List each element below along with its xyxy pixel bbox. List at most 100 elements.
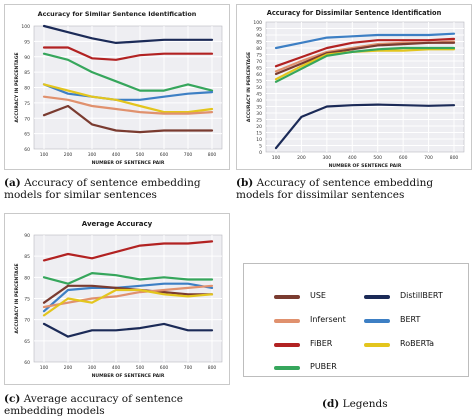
chart-b-xtick-label: 300 — [323, 155, 332, 161]
chart-a-ytick-label: 95 — [24, 39, 30, 45]
legend-label-fiber: FiBER — [310, 339, 333, 348]
chart-panel-a: 60 65 70 75 80 85 90 95 100 100 200 300 400 500 600 700… — [4, 4, 230, 170]
chart-c-ytick-label: 90 — [24, 233, 30, 239]
chart-b-ytick-label: 15 — [256, 131, 262, 137]
caption-a: (a) Accuracy of sentence embedding model… — [4, 177, 236, 201]
chart-a-ytick-label: 75 — [24, 101, 30, 107]
chart-b-xtick-label: 600 — [399, 155, 408, 161]
chart-c-xtick-label: 200 — [64, 365, 73, 371]
legend-label-puber: PUBER — [310, 362, 337, 371]
chart-a-ytick-label: 85 — [24, 70, 30, 76]
chart-a-xtick-label: 200 — [64, 152, 73, 158]
chart-a-series-bert — [42, 83, 214, 101]
caption-d: (d) Legends — [322, 398, 388, 410]
chart-b-ytick-label: 10 — [256, 137, 262, 143]
legend-label-use: USE — [310, 291, 326, 300]
caption-b-tag: (b) — [236, 177, 254, 189]
chart-b-svg: 0510152025303540455055606570758085909510… — [236, 4, 472, 170]
chart-a-ytick-label: 100 — [21, 24, 30, 30]
chart-b-series-puber — [274, 46, 456, 83]
chart-c-xtick-label: 700 — [184, 365, 193, 371]
chart-a-ytick-label: 60 — [24, 147, 30, 153]
chart-b-xtick-label: 500 — [373, 155, 382, 161]
chart-a-xaxis-label: NUMBER OF SENTENCE PAIR — [92, 160, 165, 166]
chart-c-yaxis-label: ACCURACY IN PERCENTAGE — [14, 263, 20, 333]
chart-b-series-bert — [274, 32, 456, 50]
chart-c-xtick-label: 800 — [208, 365, 217, 371]
chart-c-series-distillbert — [42, 322, 214, 338]
chart-a-xtick-label: 100 — [40, 152, 49, 158]
chart-b-ytick-label: 95 — [256, 27, 262, 33]
caption-d-text: Legends — [342, 398, 388, 410]
chart-c-series-infersent — [42, 284, 214, 309]
caption-d-tag: (d) — [322, 398, 340, 410]
legend-swatch-distillbert — [364, 295, 390, 299]
chart-b-ytick-label: 75 — [256, 53, 262, 59]
legend-swatch-puber — [274, 366, 300, 370]
chart-c-xtick-label: 100 — [40, 365, 49, 371]
chart-b-ytick-label: 60 — [256, 72, 262, 78]
chart-c-svg: 60 65 70 75 80 85 90 100 200 300 400 500 600 700 800 Av… — [4, 213, 230, 385]
caption-c-tag: (c) — [4, 393, 21, 405]
chart-b-yaxis-label: ACCURACY IN PERCENTAGE — [246, 52, 252, 122]
chart-a-ytick-label: 65 — [24, 132, 30, 138]
chart-b-series-distillbert — [274, 103, 456, 150]
chart-b-ytick-label: 0 — [259, 150, 262, 156]
chart-a-series-infersent — [42, 95, 214, 115]
chart-a-xtick-label: 300 — [88, 152, 97, 158]
chart-c-series-puber — [42, 271, 214, 285]
chart-a-xtick-label: 400 — [112, 152, 121, 158]
chart-c-ytick-label: 75 — [24, 297, 30, 303]
chart-b-ytick-label: 85 — [256, 40, 262, 46]
chart-c-xtick-label: 300 — [88, 365, 97, 371]
chart-b-ytick-label: 55 — [256, 79, 262, 85]
chart-b-ytick-label: 50 — [256, 85, 262, 91]
chart-c-xtick-label: 500 — [136, 365, 145, 371]
chart-b-xtick-label: 800 — [450, 155, 459, 161]
caption-c: (c) Average accuracy of sentence embeddi… — [4, 393, 236, 417]
legend-swatch-bert — [364, 319, 390, 323]
legend-swatch-infersent — [274, 319, 300, 323]
chart-b-xtick-label: 200 — [297, 155, 306, 161]
chart-a-svg: 60 65 70 75 80 85 90 95 100 100 200 300 400 500 600 700… — [4, 4, 230, 170]
caption-a-text: Accuracy of sentence embedding models fo… — [4, 177, 201, 201]
chart-b-series-use — [274, 41, 456, 76]
legend-label-roberta: RoBERTa — [400, 339, 435, 348]
chart-a-xtick-label: 600 — [160, 152, 169, 158]
chart-a-series-distillbert — [42, 24, 214, 45]
chart-c-ytick-label: 70 — [24, 318, 30, 324]
chart-a-xtick-label: 500 — [136, 152, 145, 158]
chart-c-ytick-label: 65 — [24, 339, 30, 345]
legend-label-infersent: Infersent — [310, 315, 346, 324]
chart-b-ytick-label: 25 — [256, 118, 262, 124]
chart-a-title: Accuracy for Similar Sentence Identifica… — [38, 10, 197, 18]
chart-c-ytick-label: 85 — [24, 254, 30, 260]
chart-c-title: Average Accuracy — [82, 220, 153, 228]
chart-b-xtick-label: 700 — [424, 155, 433, 161]
chart-a-xtick-label: 800 — [208, 152, 217, 158]
chart-b-series-fiber — [274, 37, 456, 68]
chart-a-series-fiber — [42, 46, 214, 61]
chart-a-series-puber — [42, 52, 214, 92]
legend-swatch-roberta — [364, 343, 390, 347]
chart-b-xaxis-label: NUMBER OF SENTENCE PAIR — [329, 163, 402, 169]
legend-swatch-use — [274, 295, 300, 299]
chart-b-ytick-label: 80 — [256, 46, 262, 52]
chart-panel-c: 60 65 70 75 80 85 90 100 200 300 400 500 600 700 800 Av… — [4, 213, 230, 385]
chart-a-ytick-label: 70 — [24, 116, 30, 122]
legend-swatch-fiber — [274, 343, 300, 347]
chart-a-ytick-label: 80 — [24, 86, 30, 92]
chart-c-ytick-label: 80 — [24, 275, 30, 281]
chart-c-series-bert — [42, 282, 214, 313]
legend-label-bert: BERT — [400, 315, 421, 324]
chart-a-series-use — [42, 104, 214, 134]
chart-c-xaxis-label: NUMBER OF SENTENCE PAIR — [92, 373, 165, 379]
chart-b-ytick-label: 45 — [256, 92, 262, 98]
chart-b-ytick-label: 5 — [259, 144, 262, 150]
caption-b-text: Accuracy of sentence embedding models fo… — [236, 177, 434, 201]
chart-b-ytick-label: 30 — [256, 111, 262, 117]
chart-b-ytick-label: 65 — [256, 66, 262, 72]
caption-a-tag: (a) — [4, 177, 21, 189]
chart-a-xtick-label: 700 — [184, 152, 193, 158]
chart-b-xtick-label: 100 — [272, 155, 281, 161]
